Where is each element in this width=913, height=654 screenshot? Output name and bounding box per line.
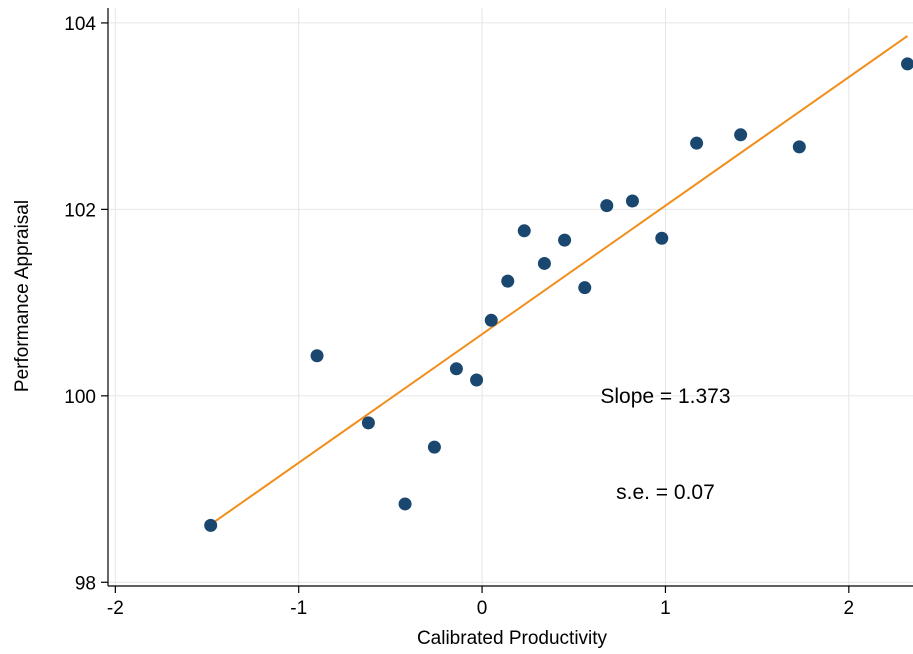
slope-annotation: Slope = 1.373: [600, 385, 730, 408]
data-point: [734, 128, 748, 142]
x-tick-label: 2: [844, 598, 855, 619]
data-point: [625, 194, 639, 208]
x-tick-label: 1: [660, 598, 671, 619]
y-tick-label: 104: [64, 14, 96, 35]
fit-line-group: [210, 35, 909, 526]
grid-lines: [108, 8, 913, 586]
y-tick-label: 98: [75, 573, 96, 594]
y-axis-label: Performance Appraisal: [12, 200, 33, 392]
data-point: [558, 233, 572, 247]
data-point: [517, 224, 531, 238]
data-point: [204, 518, 218, 532]
data-point: [655, 231, 669, 245]
data-point: [470, 373, 484, 387]
y-tick-label: 102: [64, 200, 96, 221]
data-point: [427, 440, 441, 454]
data-point: [501, 274, 515, 288]
data-points: [204, 57, 913, 532]
data-point: [690, 136, 704, 150]
x-tick-label: -1: [290, 598, 307, 619]
fit-line: [210, 35, 909, 526]
y-tick-label: 100: [64, 387, 96, 408]
axes: [101, 8, 913, 593]
x-axis-label: Calibrated Productivity: [417, 628, 608, 649]
annotations: Slope = 1.373 s.e. = 0.07: [600, 385, 730, 504]
data-point: [484, 313, 498, 327]
x-tick-label: -2: [107, 598, 124, 619]
data-point: [578, 281, 592, 295]
data-point: [537, 256, 551, 270]
data-point: [310, 349, 324, 363]
data-point: [901, 57, 913, 71]
data-point: [792, 140, 806, 154]
tick-labels: -2 -1 0 1 2 98 100 102 104: [64, 14, 854, 619]
x-tick-label: 0: [477, 598, 488, 619]
data-point: [398, 497, 412, 511]
se-annotation: s.e. = 0.07: [616, 481, 715, 504]
data-point: [449, 362, 463, 376]
data-point: [361, 416, 375, 430]
data-point: [600, 199, 614, 213]
